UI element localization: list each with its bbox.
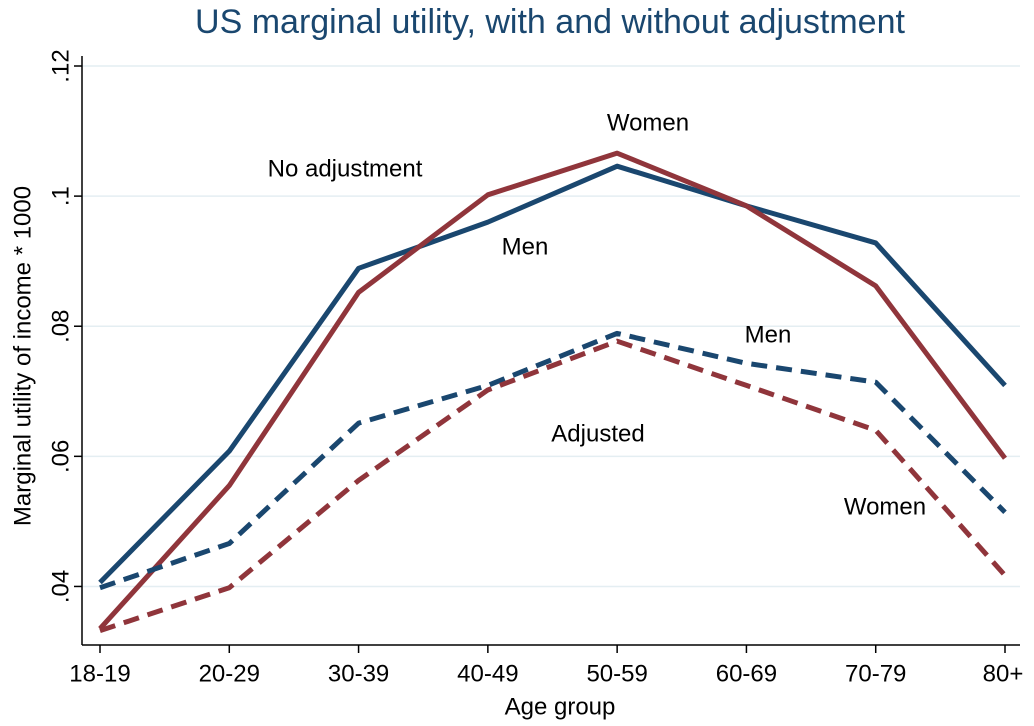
x-tick-label: 30-39 [328, 660, 389, 687]
chart-title: US marginal utility, with and without ad… [195, 3, 905, 41]
annotation: Men [502, 233, 549, 260]
annotation: Women [607, 109, 689, 136]
series-line [98, 163, 1007, 585]
y-tick-label: .04 [47, 570, 74, 603]
x-tick-label: 60-69 [716, 660, 777, 687]
y-tick-label: .08 [47, 310, 74, 343]
x-tick-label: 20-29 [199, 660, 260, 687]
y-tick-label: .12 [47, 49, 74, 82]
x-tick-label: 70-79 [845, 660, 906, 687]
y-tick-label: .06 [47, 440, 74, 473]
y-axis-label: Marginal utility of income * 1000 [9, 186, 36, 526]
x-axis-label: Age group [505, 693, 616, 720]
x-tick-label: 50-59 [586, 660, 647, 687]
annotation: No adjustment [268, 155, 423, 182]
annotation: Adjusted [551, 420, 644, 447]
x-tick-label: 40-49 [457, 660, 518, 687]
annotation: Men [745, 321, 792, 348]
series-line [99, 338, 1007, 634]
series-line [99, 330, 1007, 591]
annotation: Women [844, 493, 926, 520]
series-line [98, 150, 1008, 631]
y-tick-label: .1 [47, 186, 74, 206]
x-tick-label: 18-19 [69, 660, 130, 687]
x-tick-label: 80+ [983, 660, 1024, 687]
